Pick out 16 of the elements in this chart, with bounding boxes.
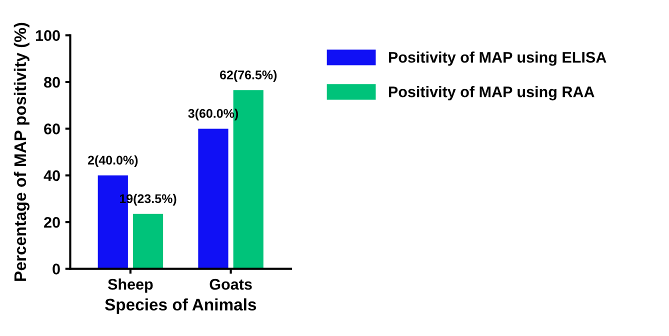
bar xyxy=(132,214,164,269)
y-tick-label: 100 xyxy=(36,30,60,41)
y-tick-label: 80 xyxy=(44,76,60,88)
y-tick-label: 0 xyxy=(52,264,60,274)
y-tick-label: 40 xyxy=(44,170,60,182)
data-label: 62(76.5%) xyxy=(220,70,277,82)
y-axis-title: Percentage of MAP positivity (%) xyxy=(14,22,30,281)
y-tick-label: 60 xyxy=(44,124,60,134)
bar xyxy=(198,128,228,269)
x-axis-title: Species of Animals xyxy=(105,298,256,314)
data-label: 2(40.0%) xyxy=(88,155,138,168)
legend-label: Positivity of MAP using ELISA xyxy=(388,52,606,66)
legend-label: Positivity of MAP using RAA xyxy=(388,86,594,100)
x-tick-label: Goats xyxy=(210,278,252,290)
x-tick-label: Sheep xyxy=(108,278,153,293)
y-tick-label: 20 xyxy=(44,216,60,228)
